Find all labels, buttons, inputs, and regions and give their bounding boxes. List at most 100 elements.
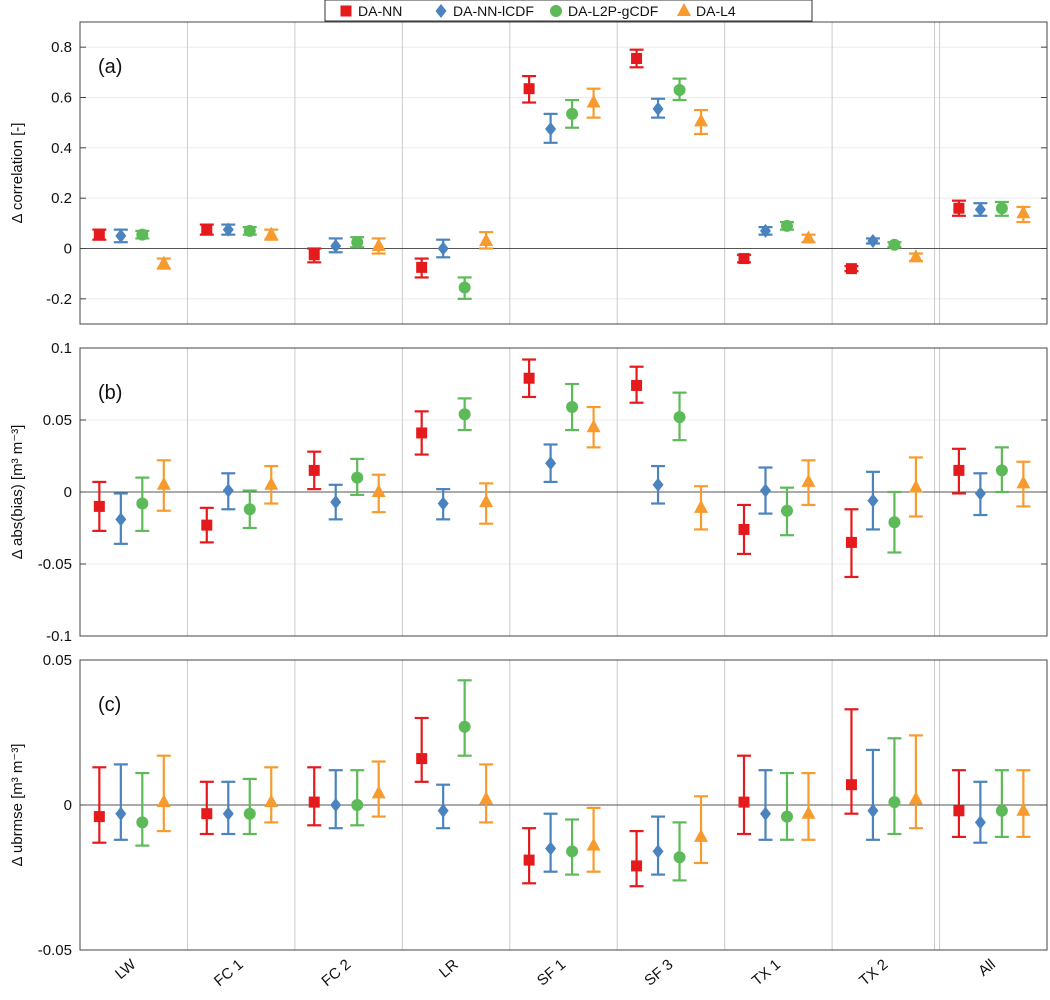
y-tick-label: 0.6 <box>51 90 72 107</box>
series-da-nn-lcdf <box>113 748 988 876</box>
data-point <box>845 536 857 548</box>
series-da-l4 <box>156 734 1031 873</box>
data-point <box>888 796 901 809</box>
data-point <box>136 228 149 241</box>
data-point <box>156 476 171 490</box>
data-point <box>631 860 643 872</box>
data-point <box>1016 475 1031 489</box>
data-point <box>437 496 449 511</box>
data-point <box>437 241 449 256</box>
data-point <box>780 219 793 232</box>
data-point <box>566 107 579 120</box>
x-tick-label: FC 2 <box>318 956 354 990</box>
y-tick-label: 0.05 <box>43 652 72 669</box>
y-tick-label: 0.8 <box>51 39 72 56</box>
legend-marker <box>435 4 447 18</box>
panel-label: (a) <box>98 56 122 78</box>
data-point <box>437 803 449 818</box>
data-point <box>694 828 709 842</box>
data-point <box>115 228 127 243</box>
data-point <box>867 803 879 818</box>
data-point <box>308 464 320 476</box>
series-da-nn <box>92 358 966 579</box>
data-point <box>264 794 279 808</box>
data-point <box>953 464 965 476</box>
data-point <box>652 101 664 116</box>
panel-label: (b) <box>98 382 122 404</box>
data-point <box>115 512 127 527</box>
data-point <box>545 121 557 136</box>
legend-marker <box>340 5 352 17</box>
y-tick-label: 0 <box>64 484 72 501</box>
chart-panels: -0.200.20.40.60.8(a)Δ correlation [-]-0.… <box>9 21 1048 990</box>
data-point <box>694 113 709 127</box>
y-tick-label: 0.4 <box>51 140 72 157</box>
data-point <box>867 493 879 508</box>
x-tick-label: All <box>975 956 999 980</box>
data-point <box>801 230 816 244</box>
data-point <box>974 486 986 501</box>
legend-label: DA-L2P-gCDF <box>568 3 658 19</box>
data-point <box>523 854 535 866</box>
data-point <box>652 477 664 492</box>
legend-label: DA-NN-lCDF <box>453 3 534 19</box>
x-tick-label: LR <box>436 956 462 981</box>
data-point <box>523 83 535 95</box>
data-point <box>308 796 320 808</box>
y-axis-label: Δ abs(bias) [m³ m⁻³] <box>9 425 26 560</box>
data-point <box>586 837 601 851</box>
data-point <box>953 805 965 817</box>
data-point <box>801 805 816 819</box>
data-point <box>93 500 105 512</box>
data-point <box>136 497 149 510</box>
y-tick-label: -0.1 <box>46 628 72 645</box>
data-point <box>566 845 579 858</box>
data-point <box>545 456 557 471</box>
data-point <box>156 255 171 269</box>
data-point <box>545 841 557 856</box>
y-axis-label: Δ ubrmse [m³ m⁻³] <box>9 744 26 867</box>
data-point <box>888 238 901 251</box>
data-point <box>631 52 643 64</box>
y-axis-label: Δ correlation [-] <box>9 123 26 224</box>
x-tick-label: SF 3 <box>641 956 676 989</box>
data-point <box>330 238 342 253</box>
data-point <box>371 484 386 497</box>
data-point <box>908 249 923 263</box>
data-point <box>222 483 234 498</box>
x-tick-label: FC 1 <box>211 956 247 990</box>
data-point <box>479 494 494 508</box>
data-point <box>953 202 965 214</box>
data-point <box>479 232 494 246</box>
data-point <box>222 806 234 821</box>
legend: DA-NN DA-NN-lCDF DA-L2P-gCDF DA-L4 <box>324 0 813 22</box>
data-point <box>458 281 471 294</box>
series-da-nn-lcdf <box>113 443 988 545</box>
data-point <box>136 816 149 829</box>
data-point <box>995 804 1008 817</box>
series-da-l2p-gcdf <box>135 679 1009 882</box>
data-point <box>673 83 686 96</box>
data-point <box>308 249 320 261</box>
data-point <box>416 261 428 273</box>
panel-c: -0.05 0 0.05 (c) Δ ubrmse [m³ m⁻³] <box>9 652 1048 959</box>
data-point <box>908 791 923 805</box>
series-da-nn <box>92 708 966 888</box>
y-tick-label: 0 <box>64 241 72 258</box>
data-point <box>351 236 364 249</box>
data-point <box>264 226 279 240</box>
data-point <box>759 483 771 498</box>
data-point <box>264 476 279 490</box>
data-point <box>974 815 986 830</box>
data-point <box>201 519 213 531</box>
legend-entry-da-nn: DA-NN <box>340 3 402 19</box>
panel-b: -0.1 -0.05 0 0.05 0.1 (b) Δ abs(bias) [m³ m⁻³] <box>9 340 1048 645</box>
data-point <box>243 807 256 820</box>
data-point <box>371 785 386 799</box>
legend-entry-da-l4: DA-L4 <box>677 3 736 19</box>
data-point <box>586 419 601 433</box>
data-point <box>416 753 428 765</box>
y-tick-label: 0.05 <box>43 412 72 429</box>
data-point <box>908 479 923 493</box>
data-point <box>673 411 686 424</box>
